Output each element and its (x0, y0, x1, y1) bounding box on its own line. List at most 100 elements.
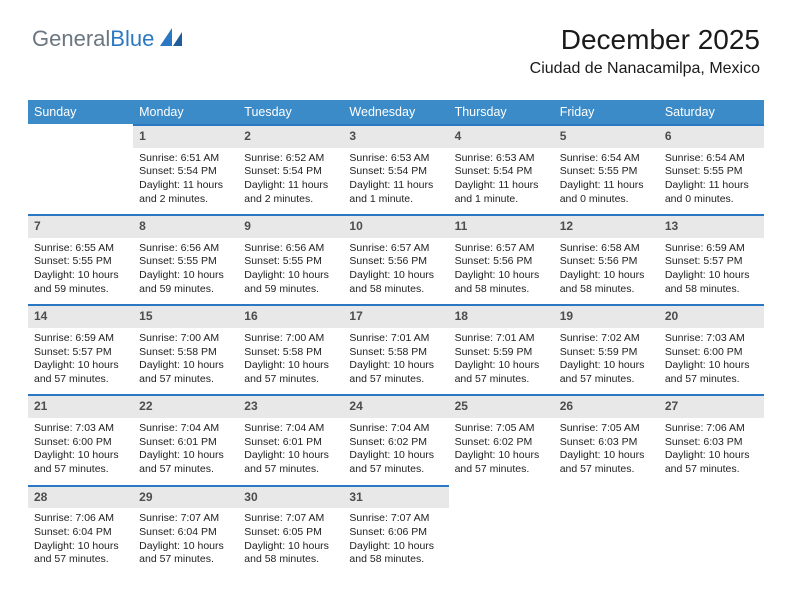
sunset-line: Sunset: 5:54 PM (139, 165, 232, 179)
day-number: 31 (343, 485, 448, 509)
day-detail: Sunrise: 7:03 AMSunset: 6:00 PMDaylight:… (659, 328, 764, 395)
sunset-line: Sunset: 5:57 PM (665, 255, 758, 269)
calendar-cell: 10Sunrise: 6:57 AMSunset: 5:56 PMDayligh… (343, 214, 448, 304)
sunrise-line: Sunrise: 7:04 AM (244, 422, 337, 436)
daylight-line: Daylight: 10 hours and 57 minutes. (139, 540, 232, 567)
location-subtitle: Ciudad de Nanacamilpa, Mexico (530, 60, 760, 78)
daylight-line: Daylight: 10 hours and 58 minutes. (665, 269, 758, 296)
calendar-cell: 20Sunrise: 7:03 AMSunset: 6:00 PMDayligh… (659, 304, 764, 394)
day-number: 1 (133, 124, 238, 148)
day-number: 30 (238, 485, 343, 509)
sunrise-line: Sunrise: 7:00 AM (244, 332, 337, 346)
day-detail: Sunrise: 7:04 AMSunset: 6:01 PMDaylight:… (238, 418, 343, 485)
daylight-line: Daylight: 11 hours and 0 minutes. (665, 179, 758, 206)
calendar-week-row: 28Sunrise: 7:06 AMSunset: 6:04 PMDayligh… (28, 485, 764, 575)
sunrise-line: Sunrise: 6:54 AM (560, 152, 653, 166)
day-number: 23 (238, 394, 343, 418)
sunset-line: Sunset: 6:02 PM (455, 436, 548, 450)
weekday-header: Saturday (659, 100, 764, 124)
calendar-cell: 15Sunrise: 7:00 AMSunset: 5:58 PMDayligh… (133, 304, 238, 394)
day-number: 21 (28, 394, 133, 418)
calendar-cell-empty (659, 485, 764, 575)
calendar-cell: 14Sunrise: 6:59 AMSunset: 5:57 PMDayligh… (28, 304, 133, 394)
calendar-cell: 2Sunrise: 6:52 AMSunset: 5:54 PMDaylight… (238, 124, 343, 214)
sunrise-line: Sunrise: 7:04 AM (139, 422, 232, 436)
sunset-line: Sunset: 5:55 PM (244, 255, 337, 269)
weekday-header-row: Sunday Monday Tuesday Wednesday Thursday… (28, 100, 764, 124)
day-detail: Sunrise: 7:00 AMSunset: 5:58 PMDaylight:… (238, 328, 343, 395)
daylight-line: Daylight: 10 hours and 58 minutes. (349, 540, 442, 567)
daylight-line: Daylight: 10 hours and 57 minutes. (244, 449, 337, 476)
day-detail: Sunrise: 6:52 AMSunset: 5:54 PMDaylight:… (238, 148, 343, 215)
day-number: 19 (554, 304, 659, 328)
sunrise-line: Sunrise: 6:59 AM (665, 242, 758, 256)
daylight-line: Daylight: 10 hours and 58 minutes. (349, 269, 442, 296)
calendar-cell: 6Sunrise: 6:54 AMSunset: 5:55 PMDaylight… (659, 124, 764, 214)
day-number: 29 (133, 485, 238, 509)
daylight-line: Daylight: 10 hours and 59 minutes. (244, 269, 337, 296)
weekday-header: Monday (133, 100, 238, 124)
daylight-line: Daylight: 10 hours and 58 minutes. (560, 269, 653, 296)
sunrise-line: Sunrise: 6:52 AM (244, 152, 337, 166)
calendar-cell: 13Sunrise: 6:59 AMSunset: 5:57 PMDayligh… (659, 214, 764, 304)
sunrise-line: Sunrise: 7:02 AM (560, 332, 653, 346)
logo-text-1: General (32, 26, 110, 52)
day-detail: Sunrise: 7:05 AMSunset: 6:02 PMDaylight:… (449, 418, 554, 485)
day-detail: Sunrise: 7:04 AMSunset: 6:01 PMDaylight:… (133, 418, 238, 485)
daylight-line: Daylight: 10 hours and 58 minutes. (455, 269, 548, 296)
sunset-line: Sunset: 5:54 PM (455, 165, 548, 179)
day-detail: Sunrise: 7:07 AMSunset: 6:04 PMDaylight:… (133, 508, 238, 575)
day-detail: Sunrise: 6:59 AMSunset: 5:57 PMDaylight:… (28, 328, 133, 395)
calendar-cell: 21Sunrise: 7:03 AMSunset: 6:00 PMDayligh… (28, 394, 133, 484)
calendar-cell-empty (554, 485, 659, 575)
sunrise-line: Sunrise: 6:56 AM (244, 242, 337, 256)
day-detail: Sunrise: 6:57 AMSunset: 5:56 PMDaylight:… (343, 238, 448, 305)
day-detail: Sunrise: 7:00 AMSunset: 5:58 PMDaylight:… (133, 328, 238, 395)
sunrise-line: Sunrise: 6:55 AM (34, 242, 127, 256)
brand-logo: GeneralBlue (32, 26, 184, 52)
day-number: 12 (554, 214, 659, 238)
day-number: 17 (343, 304, 448, 328)
day-number: 18 (449, 304, 554, 328)
calendar-table: Sunday Monday Tuesday Wednesday Thursday… (28, 100, 764, 575)
day-detail: Sunrise: 6:54 AMSunset: 5:55 PMDaylight:… (554, 148, 659, 215)
sunset-line: Sunset: 6:00 PM (34, 436, 127, 450)
calendar-cell: 12Sunrise: 6:58 AMSunset: 5:56 PMDayligh… (554, 214, 659, 304)
calendar-cell: 26Sunrise: 7:05 AMSunset: 6:03 PMDayligh… (554, 394, 659, 484)
calendar-week-row: 14Sunrise: 6:59 AMSunset: 5:57 PMDayligh… (28, 304, 764, 394)
calendar-cell: 9Sunrise: 6:56 AMSunset: 5:55 PMDaylight… (238, 214, 343, 304)
sunrise-line: Sunrise: 7:01 AM (455, 332, 548, 346)
calendar-grid: Sunday Monday Tuesday Wednesday Thursday… (28, 100, 764, 575)
day-number: 3 (343, 124, 448, 148)
calendar-cell: 4Sunrise: 6:53 AMSunset: 5:54 PMDaylight… (449, 124, 554, 214)
sunrise-line: Sunrise: 6:57 AM (349, 242, 442, 256)
sunrise-line: Sunrise: 6:54 AM (665, 152, 758, 166)
sunrise-line: Sunrise: 7:07 AM (244, 512, 337, 526)
day-number: 10 (343, 214, 448, 238)
daylight-line: Daylight: 11 hours and 1 minute. (455, 179, 548, 206)
day-detail: Sunrise: 6:59 AMSunset: 5:57 PMDaylight:… (659, 238, 764, 305)
sunrise-line: Sunrise: 7:06 AM (665, 422, 758, 436)
calendar-cell: 3Sunrise: 6:53 AMSunset: 5:54 PMDaylight… (343, 124, 448, 214)
daylight-line: Daylight: 10 hours and 57 minutes. (560, 449, 653, 476)
sunrise-line: Sunrise: 7:05 AM (560, 422, 653, 436)
sunset-line: Sunset: 6:03 PM (665, 436, 758, 450)
calendar-cell: 30Sunrise: 7:07 AMSunset: 6:05 PMDayligh… (238, 485, 343, 575)
day-detail: Sunrise: 6:56 AMSunset: 5:55 PMDaylight:… (238, 238, 343, 305)
sunset-line: Sunset: 5:55 PM (139, 255, 232, 269)
logo-sail-icon (158, 28, 184, 50)
calendar-cell: 23Sunrise: 7:04 AMSunset: 6:01 PMDayligh… (238, 394, 343, 484)
calendar-cell-empty (28, 124, 133, 214)
sunrise-line: Sunrise: 7:03 AM (665, 332, 758, 346)
sunrise-line: Sunrise: 7:07 AM (349, 512, 442, 526)
day-detail: Sunrise: 6:58 AMSunset: 5:56 PMDaylight:… (554, 238, 659, 305)
page-title: December 2025 (530, 24, 760, 56)
sunrise-line: Sunrise: 6:53 AM (455, 152, 548, 166)
calendar-week-row: 7Sunrise: 6:55 AMSunset: 5:55 PMDaylight… (28, 214, 764, 304)
calendar-cell: 22Sunrise: 7:04 AMSunset: 6:01 PMDayligh… (133, 394, 238, 484)
sunrise-line: Sunrise: 6:59 AM (34, 332, 127, 346)
weekday-header: Tuesday (238, 100, 343, 124)
sunrise-line: Sunrise: 7:01 AM (349, 332, 442, 346)
sunset-line: Sunset: 6:04 PM (34, 526, 127, 540)
day-detail: Sunrise: 7:06 AMSunset: 6:03 PMDaylight:… (659, 418, 764, 485)
